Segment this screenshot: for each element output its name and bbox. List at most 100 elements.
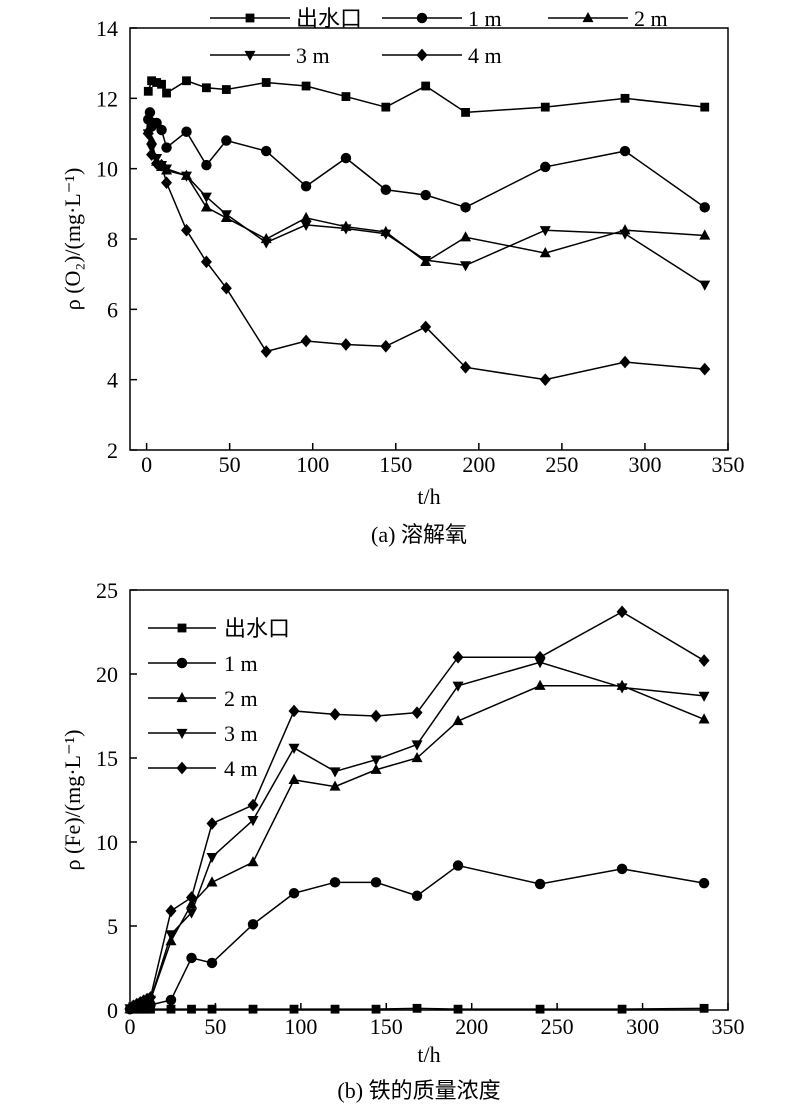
- legend-marker: [582, 11, 594, 23]
- x-axis-label: t/h: [417, 484, 440, 509]
- data-point: [540, 161, 551, 173]
- data-point: [699, 280, 711, 291]
- legend-label: 2 m: [634, 6, 668, 31]
- data-point: [162, 88, 171, 98]
- data-point: [340, 224, 352, 235]
- data-point: [301, 81, 311, 91]
- series-4: [124, 605, 710, 1015]
- y-tick-label: 6: [107, 297, 118, 322]
- data-point: [539, 226, 551, 237]
- x-tick-label: 100: [284, 1014, 317, 1039]
- data-point: [202, 83, 211, 93]
- data-point: [144, 107, 156, 118]
- data-point: [221, 135, 232, 146]
- data-point: [380, 184, 392, 195]
- y-tick-label: 20: [96, 662, 118, 687]
- data-point: [260, 145, 272, 157]
- y-tick-label: 10: [96, 830, 118, 855]
- data-point: [289, 1004, 299, 1014]
- data-point: [329, 780, 341, 791]
- series-4: [142, 127, 711, 386]
- data-point: [261, 78, 271, 87]
- data-point: [411, 751, 423, 763]
- data-point: [288, 888, 300, 899]
- data-point: [341, 92, 351, 101]
- data-point: [247, 856, 259, 867]
- series-1: [143, 107, 710, 213]
- x-tick-label: 350: [712, 1014, 745, 1039]
- data-point: [300, 334, 312, 348]
- data-point: [461, 108, 470, 117]
- plot-frame: [129, 27, 729, 451]
- data-point: [380, 339, 392, 353]
- legend: 出水口 1 m 2 m 3 m 4 m: [210, 6, 668, 68]
- y-tick-label: 2: [107, 438, 118, 463]
- data-point: [616, 863, 628, 875]
- legend-item: 1 m: [382, 6, 502, 31]
- plot-frame: [129, 589, 729, 1011]
- data-point: [452, 650, 464, 664]
- data-point: [452, 714, 464, 726]
- data-point: [698, 877, 710, 889]
- data-point: [186, 908, 198, 919]
- y-tick-label: 15: [96, 746, 118, 771]
- data-point: [145, 991, 157, 1004]
- panel-b-iron-concentration: 0 50 100 150 200 250 300 350 0 5 10 15 20 25 t/h ρ (Fe)…: [60, 578, 745, 1103]
- x-tick-label: 100: [296, 452, 329, 477]
- data-point: [329, 877, 341, 888]
- legend-item: 1 m: [148, 651, 258, 676]
- x-tick-label: 300: [626, 1014, 659, 1039]
- data-point: [288, 743, 300, 754]
- x-tick-label: 300: [628, 452, 661, 477]
- data-point: [534, 878, 546, 890]
- data-point: [182, 76, 191, 86]
- data-point: [340, 152, 352, 164]
- x-tick-label: 200: [455, 1014, 488, 1039]
- data-point: [411, 890, 423, 901]
- data-point: [411, 706, 423, 719]
- data-point: [200, 201, 212, 212]
- data-point: [700, 102, 710, 112]
- data-point: [329, 767, 341, 778]
- legend-item: 3 m: [148, 721, 258, 746]
- legend-item: 出水口: [148, 616, 290, 641]
- data-point: [619, 229, 631, 240]
- y-tick-label: 4: [107, 368, 118, 393]
- data-point: [698, 713, 710, 724]
- legend-marker: [244, 50, 256, 62]
- y-tick-label: 14: [96, 16, 118, 41]
- data-point: [260, 238, 272, 249]
- x-axis-label: t/h: [417, 1042, 440, 1067]
- data-point: [146, 134, 158, 145]
- y-tick-label: 0: [107, 998, 118, 1023]
- legend-label: 4 m: [224, 756, 258, 781]
- data-point: [161, 176, 173, 190]
- data-point: [452, 860, 464, 871]
- data-point: [617, 1004, 627, 1014]
- panel-caption: (a) 溶解氧: [371, 522, 467, 547]
- data-point: [186, 891, 198, 904]
- legend-marker: [245, 13, 255, 23]
- data-point: [699, 229, 711, 240]
- data-point: [220, 210, 232, 221]
- data-point: [420, 255, 432, 267]
- data-point: [156, 124, 167, 136]
- data-point: [124, 1001, 136, 1015]
- y-tick-label: 12: [96, 86, 118, 111]
- data-point: [619, 145, 631, 157]
- data-point: [157, 79, 166, 89]
- data-point: [535, 1004, 545, 1014]
- data-point: [381, 102, 391, 112]
- data-point: [420, 189, 431, 201]
- data-point: [698, 691, 710, 702]
- series-line: [129, 864, 705, 1010]
- data-point: [371, 1004, 381, 1014]
- data-point: [699, 362, 711, 376]
- legend-marker: [416, 48, 428, 62]
- data-point: [206, 817, 218, 830]
- data-point: [340, 338, 352, 351]
- legend-label: 1 m: [224, 651, 258, 676]
- data-point: [616, 683, 628, 694]
- legend-marker: [416, 12, 428, 24]
